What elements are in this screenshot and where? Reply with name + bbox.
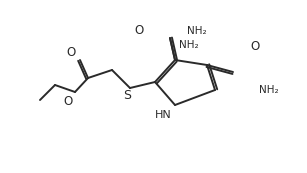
Text: O: O — [64, 95, 73, 108]
Text: NH₂: NH₂ — [187, 26, 207, 36]
Text: O: O — [67, 46, 76, 59]
Text: NH₂: NH₂ — [259, 85, 279, 95]
Text: HN: HN — [155, 110, 172, 120]
Text: O: O — [250, 40, 259, 53]
Text: S: S — [123, 89, 131, 102]
Text: O: O — [135, 25, 144, 38]
Text: NH₂: NH₂ — [179, 40, 199, 50]
